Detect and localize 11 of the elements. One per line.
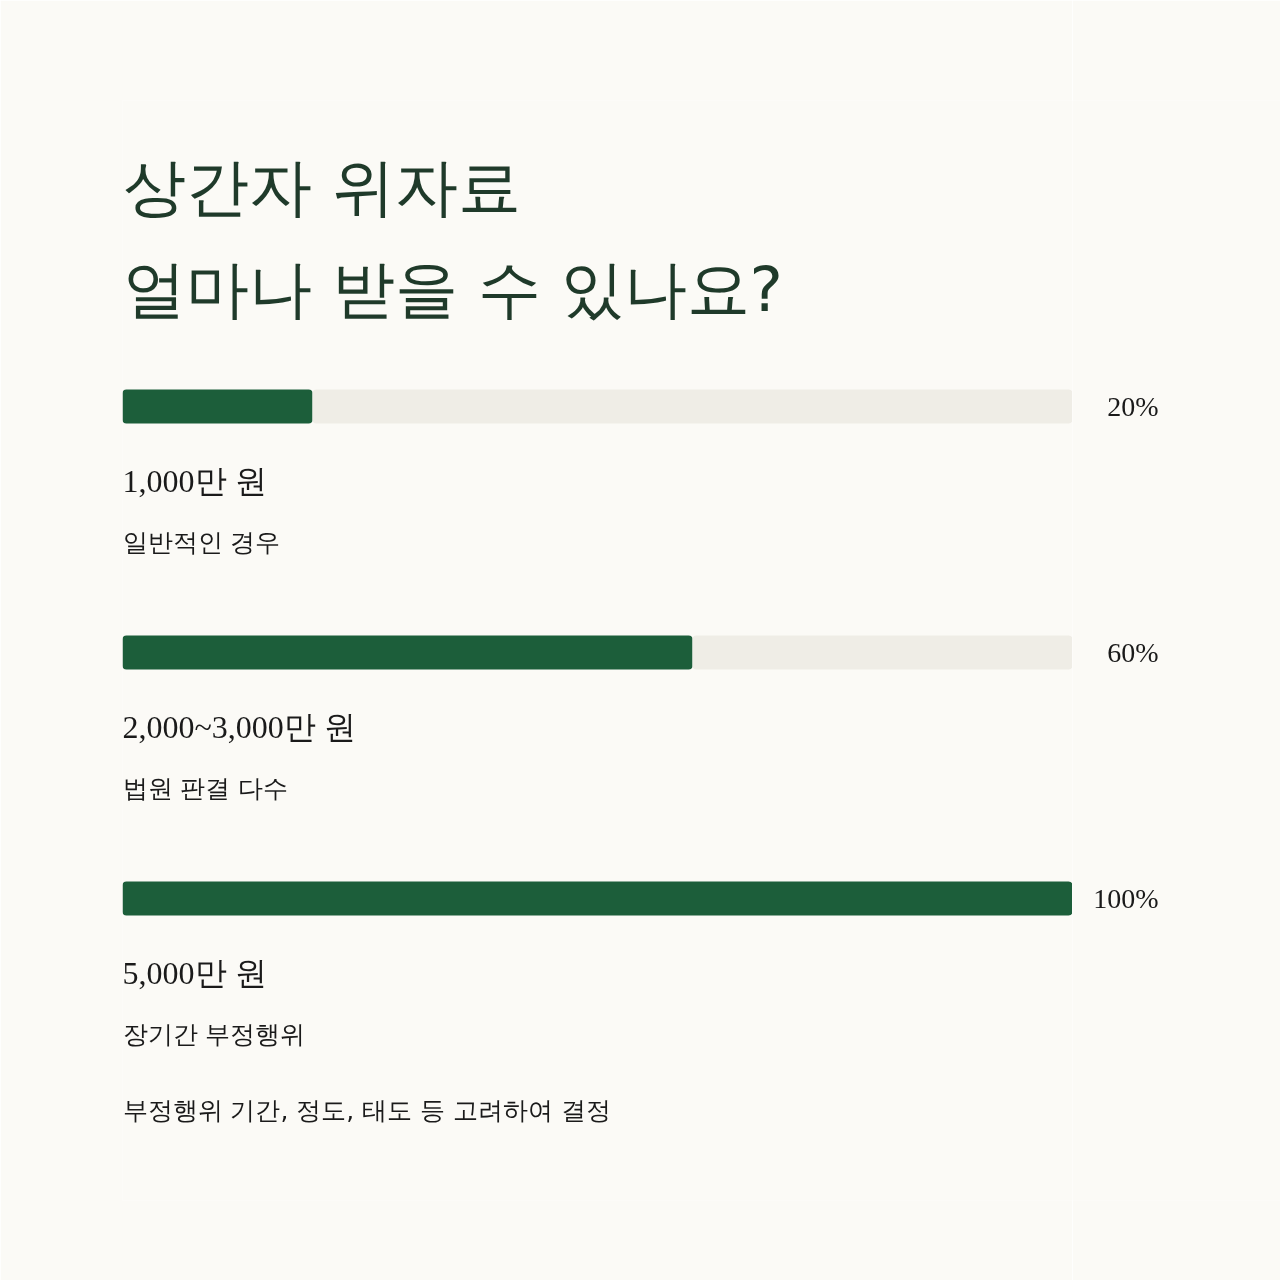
data-label: 20%: [1107, 391, 1159, 422]
data-label: 60%: [1107, 637, 1159, 668]
y-tick-label: 5,000만 원: [122, 954, 267, 991]
y-tick-label: 1,000만 원: [122, 462, 267, 499]
annotation: 장기간 부정행위: [122, 1020, 306, 1049]
y-tick-label: 2,000~3,000만 원: [122, 708, 356, 745]
text: 부정행위 기간, 정도, 태도 등 고려하여 결정: [122, 1096, 612, 1125]
annotation: 법원 판결 다수: [122, 774, 289, 803]
data-label: 100%: [1093, 883, 1159, 914]
chart-title: 상간자 위자료 얼마나 받을 수 있나요?: [122, 150, 784, 326]
annotation: 일반적인 경우: [122, 528, 281, 557]
